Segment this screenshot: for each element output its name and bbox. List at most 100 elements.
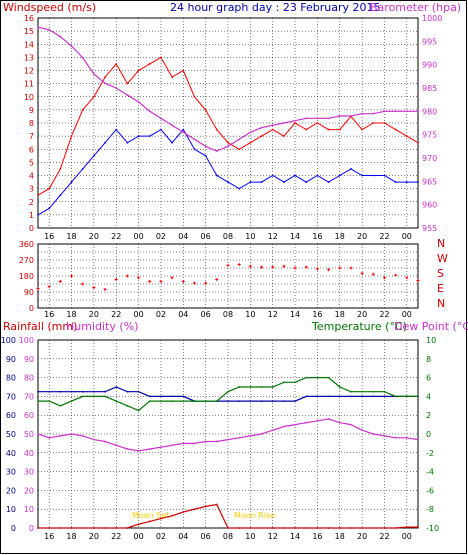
x-tick-label: 22 — [379, 310, 389, 319]
dewpoint-axis-title: Dew Point (°C) — [394, 320, 468, 333]
data-point — [104, 395, 106, 398]
humidity-y-tick-label: 40 — [24, 449, 34, 458]
data-point — [37, 400, 39, 402]
data-point — [160, 446, 162, 449]
data-point — [81, 108, 84, 111]
wind-y-tick-label: 11 — [24, 80, 34, 89]
direction-point — [36, 286, 40, 290]
data-point — [171, 141, 174, 144]
data-point — [70, 433, 73, 435]
data-point — [70, 390, 73, 393]
data-point — [338, 386, 341, 388]
x-tick-label: 00 — [133, 310, 143, 319]
data-point — [316, 122, 319, 124]
data-point — [70, 45, 73, 47]
humidity-y-tick-label: 100 — [19, 336, 34, 345]
data-point — [238, 148, 241, 151]
humidity-y-tick-label: 0 — [29, 524, 34, 533]
chart-title: 24 hour graph day : 23 February 2015 — [170, 1, 381, 14]
x-tick-label: 00 — [133, 232, 143, 241]
x-tick-label: 06 — [201, 310, 211, 319]
barometer-y-tick-label: 970 — [422, 154, 437, 163]
data-point — [148, 395, 151, 398]
data-point — [104, 440, 106, 443]
data-point — [148, 63, 151, 65]
data-point — [294, 119, 296, 122]
data-point — [282, 122, 285, 124]
data-point — [394, 128, 397, 131]
data-point — [92, 154, 95, 157]
data-point — [294, 122, 296, 124]
x-tick-label: 00 — [402, 532, 412, 541]
direction-point — [226, 263, 230, 267]
x-tick-label: 12 — [268, 532, 278, 541]
data-point — [249, 527, 252, 529]
x-tick-label: 00 — [402, 310, 412, 319]
direction-point — [58, 279, 62, 283]
data-point — [394, 395, 397, 398]
data-point — [350, 395, 352, 398]
data-point — [394, 110, 397, 113]
barometer-y-tick-label: 990 — [422, 61, 437, 70]
data-point — [227, 527, 229, 529]
data-point — [372, 390, 375, 393]
data-point — [238, 386, 241, 388]
wind-y-tick-label: 7 — [29, 132, 34, 141]
data-point — [327, 181, 330, 183]
x-tick-label: 22 — [111, 310, 121, 319]
direction-y-tick-label: 90 — [24, 288, 34, 297]
data-point — [327, 376, 330, 379]
data-point — [193, 400, 196, 402]
direction-point — [114, 278, 118, 282]
data-point — [394, 527, 397, 529]
barometer-y-tick-label: 975 — [422, 131, 437, 140]
barometer-y-tick-label: 960 — [422, 201, 437, 210]
data-point — [394, 181, 397, 183]
data-point — [316, 117, 319, 120]
humidity-y-tick-label: 60 — [24, 411, 34, 420]
direction-point — [204, 281, 208, 285]
direction-point — [181, 279, 185, 283]
data-point — [126, 141, 129, 144]
data-point — [160, 56, 162, 59]
compass-n-bottom: N — [437, 297, 445, 310]
data-point — [148, 135, 151, 138]
humidity-y-tick-label: 80 — [24, 374, 34, 383]
direction-point — [271, 265, 275, 269]
data-point — [383, 122, 386, 124]
wind-y-tick-label: 9 — [29, 106, 34, 115]
data-point — [350, 168, 352, 170]
data-point — [115, 527, 118, 529]
windspeed-axis-title: Windspeed (m/s) — [3, 1, 96, 14]
data-point — [215, 400, 218, 402]
x-tick-label: 20 — [357, 232, 367, 241]
x-tick-label: 02 — [156, 532, 166, 541]
data-point — [148, 520, 151, 523]
data-point — [338, 174, 341, 177]
data-point — [104, 76, 106, 78]
direction-point — [170, 276, 174, 280]
data-point — [160, 117, 162, 120]
data-point — [227, 181, 229, 183]
data-point — [260, 181, 263, 183]
data-point — [148, 400, 151, 402]
x-tick-label: 08 — [223, 310, 233, 319]
direction-point — [304, 265, 308, 269]
data-point — [249, 131, 252, 134]
data-point — [383, 527, 386, 529]
wind-y-tick-label: 14 — [24, 40, 34, 49]
barometer-y-tick-label: 985 — [422, 84, 437, 93]
rainfall-y-tick-label: 60 — [6, 411, 16, 420]
data-point — [227, 390, 229, 393]
data-point — [372, 433, 375, 435]
data-point — [92, 527, 95, 529]
data-point — [160, 400, 162, 402]
temperature-axis-title: Temperature (°C) — [311, 320, 407, 333]
barometer-y-tick-label: 965 — [422, 177, 437, 186]
x-tick-label: 08 — [223, 532, 233, 541]
data-point — [126, 82, 129, 85]
data-point — [81, 56, 84, 59]
direction-y-tick-label: 270 — [19, 256, 34, 265]
data-point — [405, 110, 408, 113]
